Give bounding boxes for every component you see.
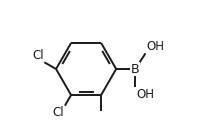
Text: B: B [130, 63, 139, 75]
Text: Cl: Cl [32, 49, 43, 62]
Text: Cl: Cl [52, 106, 64, 119]
Text: OH: OH [135, 88, 153, 101]
Text: OH: OH [145, 40, 163, 53]
